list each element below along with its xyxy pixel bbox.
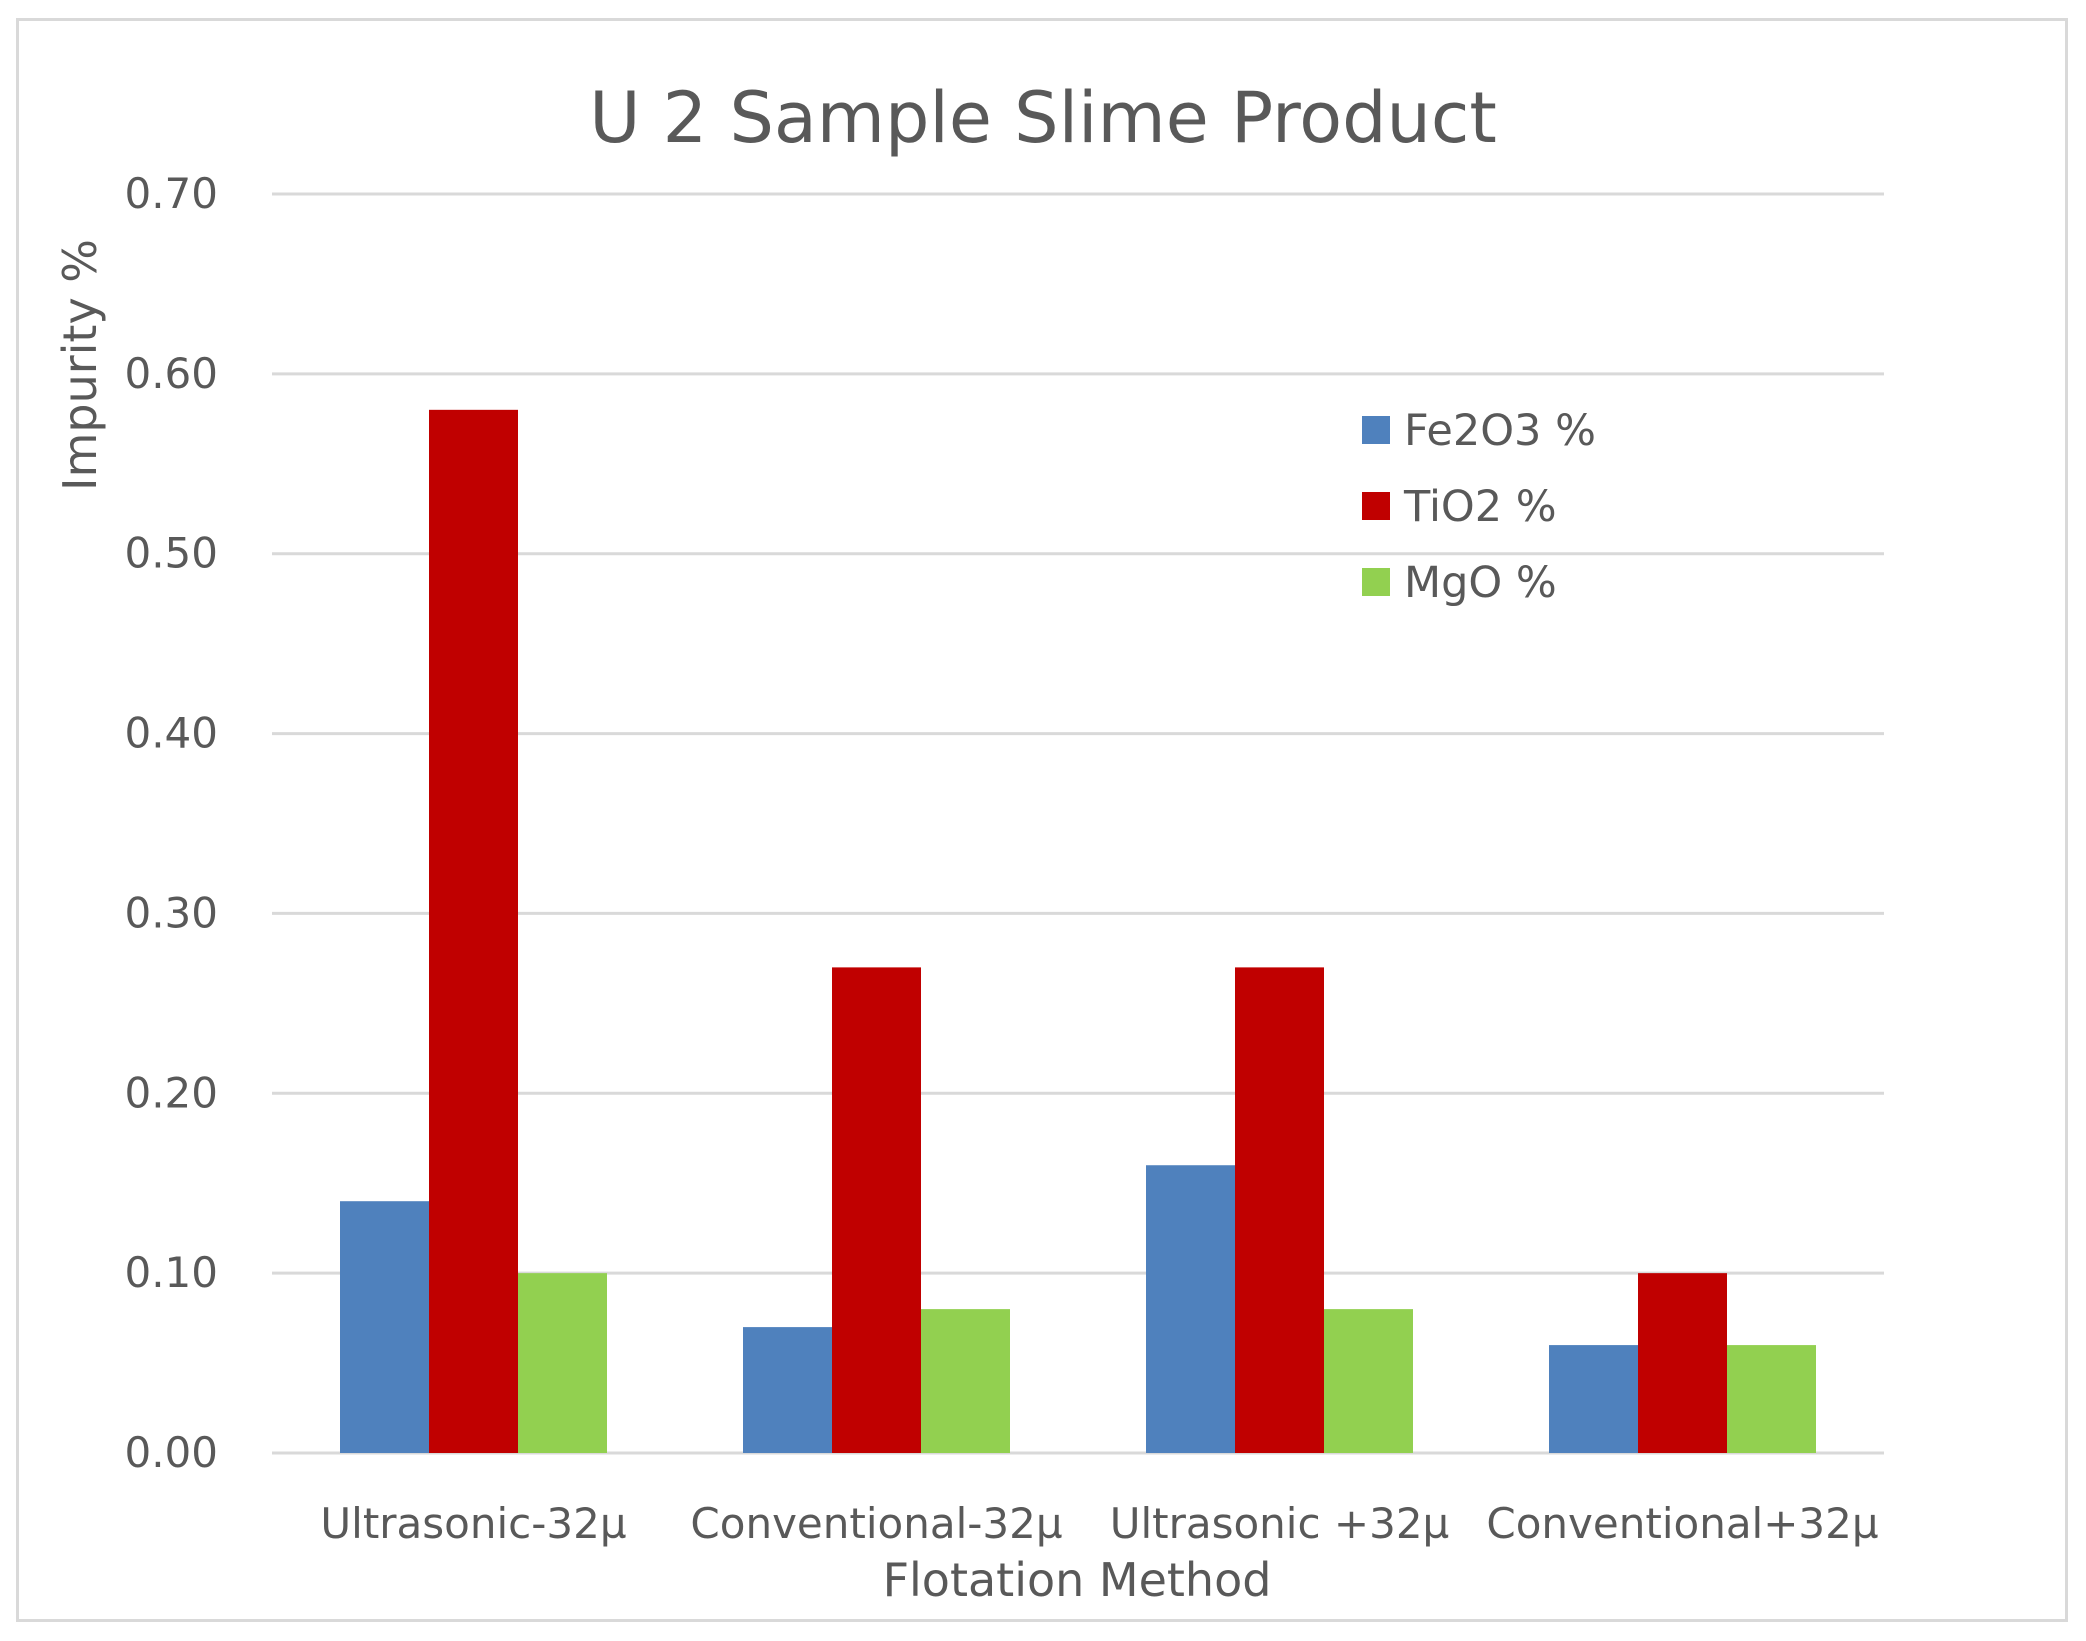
- x-tick-label: Ultrasonic +32µ: [1110, 1499, 1450, 1548]
- bar: [518, 1273, 607, 1453]
- bar: [1324, 1309, 1413, 1453]
- y-tick-label: 0.20: [124, 1068, 218, 1117]
- bar: [921, 1309, 1010, 1453]
- x-tick-label: Ultrasonic-32µ: [320, 1499, 626, 1548]
- legend-label: Fe2O3 %: [1404, 406, 1596, 456]
- x-axis-ticks: Ultrasonic-32µ Conventional-32µ Ultrasonic…: [320, 1499, 1878, 1548]
- bar: [340, 1201, 429, 1453]
- bar: [1235, 967, 1324, 1453]
- legend-swatch: [1362, 416, 1390, 444]
- x-tick-label: Conventional+32µ: [1486, 1499, 1878, 1548]
- bar: [1727, 1345, 1816, 1453]
- bar: [832, 967, 921, 1453]
- x-axis-title: Flotation Method: [883, 1553, 1272, 1607]
- bar: [1549, 1345, 1638, 1453]
- bar: [1146, 1165, 1235, 1453]
- y-tick-label: 0.60: [124, 349, 218, 398]
- bar: [1638, 1273, 1727, 1453]
- y-tick-label: 0.40: [124, 709, 218, 758]
- bars: [340, 409, 1816, 1453]
- legend: Fe2O3 % TiO2 % MgO %: [1362, 406, 1596, 608]
- y-axis-title: Impurity %: [53, 239, 107, 491]
- bar: [429, 409, 518, 1453]
- y-tick-label: 0.30: [124, 888, 218, 937]
- y-tick-label: 0.50: [124, 529, 218, 578]
- legend-swatch: [1362, 492, 1390, 520]
- bar: [743, 1327, 832, 1453]
- chart-title: U 2 Sample Slime Product: [589, 77, 1497, 159]
- x-tick-label: Conventional-32µ: [690, 1499, 1062, 1548]
- y-tick-label: 0.00: [124, 1428, 218, 1477]
- legend-label: TiO2 %: [1403, 482, 1557, 532]
- y-tick-label: 0.10: [124, 1248, 218, 1297]
- y-axis-ticks: 0.00 0.10 0.20 0.30 0.40 0.50 0.60 0.70: [124, 169, 218, 1477]
- legend-label: MgO %: [1404, 558, 1557, 608]
- y-tick-label: 0.70: [124, 169, 218, 218]
- legend-swatch: [1362, 568, 1390, 596]
